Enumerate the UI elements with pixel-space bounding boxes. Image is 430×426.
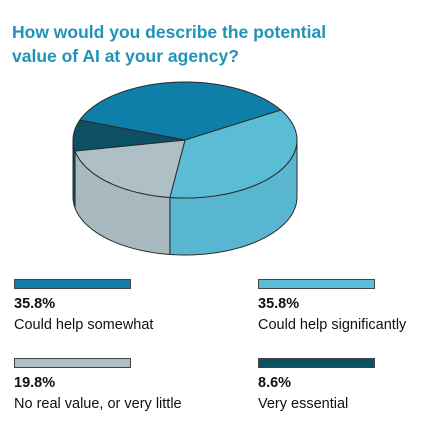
legend-value-no-real-value: 19.8% bbox=[14, 375, 56, 391]
legend-swatch-no-real-value bbox=[14, 358, 131, 368]
legend-swatch-could-help-significantly bbox=[258, 279, 375, 289]
chart-title-line-1: How would you describe the potential bbox=[12, 22, 327, 42]
pie-slice-no-real-value-or-very-little bbox=[74, 139, 186, 198]
legend-label-could-help-significantly: Could help significantly bbox=[258, 317, 407, 333]
pie-slice-could-help-significantly bbox=[169, 109, 298, 199]
legend-swatch-very-essential bbox=[258, 358, 375, 368]
legend-label-could-help-somewhat: Could help somewhat bbox=[14, 317, 154, 333]
legend-label-no-real-value: No real value, or very little bbox=[14, 396, 182, 412]
legend-swatch-could-help-somewhat bbox=[14, 279, 131, 289]
chart-title-line-2: value of AI at your agency? bbox=[12, 46, 239, 66]
pie-slice-very-essential bbox=[72, 119, 186, 152]
legend-value-could-help-significantly: 35.8% bbox=[258, 296, 300, 312]
legend-item-no-real-value: 19.8% No real value, or very little bbox=[14, 358, 194, 413]
chart-title: How would you describe the potential val… bbox=[12, 20, 422, 68]
legend-value-very-essential: 8.6% bbox=[258, 375, 292, 391]
legend-item-could-help-significantly: 35.8% Could help significantly bbox=[258, 279, 430, 334]
legend-item-very-essential: 8.6% Very essential bbox=[258, 358, 430, 413]
legend-item-could-help-somewhat: 35.8% Could help somewhat bbox=[14, 279, 194, 334]
legend-value-could-help-somewhat: 35.8% bbox=[14, 296, 56, 312]
legend-label-very-essential: Very essential bbox=[258, 396, 349, 412]
